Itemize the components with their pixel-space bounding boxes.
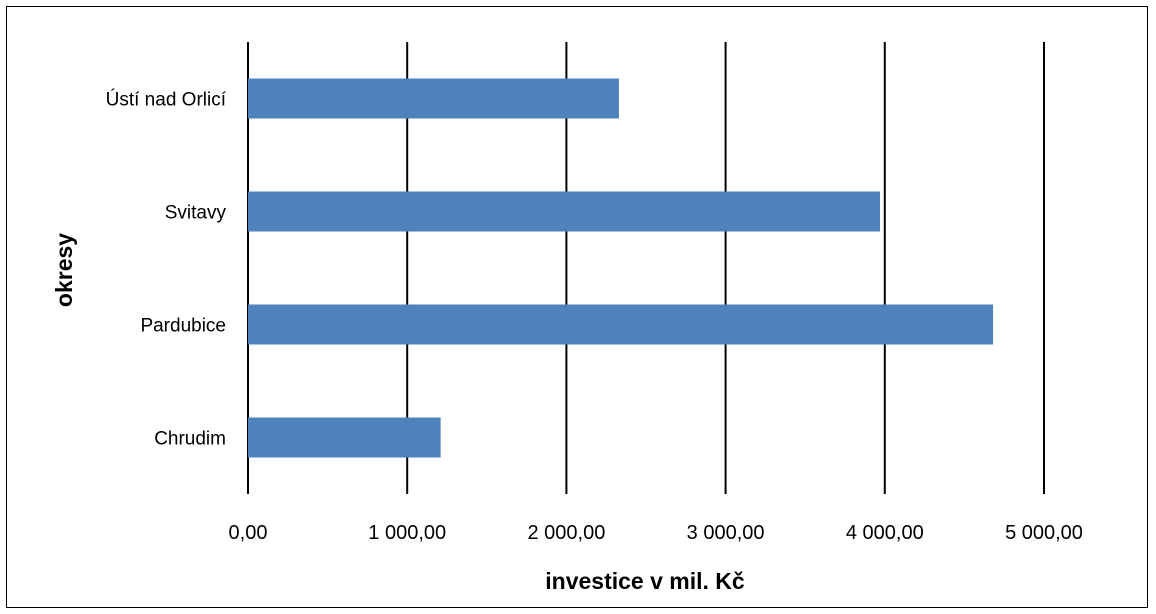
category-labels: Chrudim Pardubice Svitavy Ústí nad Orlicí — [106, 89, 227, 450]
x-tick-label: 2 000,00 — [527, 522, 605, 544]
y-axis-title: okresy — [51, 233, 77, 307]
bar — [248, 191, 881, 232]
bar — [248, 417, 441, 458]
category-label: Chrudim — [154, 429, 226, 450]
bars — [248, 78, 994, 458]
x-tick-label: 0,00 — [229, 522, 268, 544]
x-tick-label: 4 000,00 — [846, 522, 924, 544]
x-tick-label: 5 000,00 — [1005, 522, 1083, 544]
x-axis-title: investice v mil. Kč — [545, 568, 745, 594]
bar — [248, 304, 994, 345]
x-tick-label: 1 000,00 — [368, 522, 446, 544]
x-tick-label: 3 000,00 — [687, 522, 765, 544]
x-tick-labels: 0,00 1 000,00 2 000,00 3 000,00 4 000,00 5 00… — [229, 522, 1083, 544]
category-label: Svitavy — [165, 203, 227, 224]
category-label: Ústí nad Orlicí — [106, 89, 227, 111]
bar — [248, 78, 619, 119]
category-label: Pardubice — [140, 316, 226, 337]
